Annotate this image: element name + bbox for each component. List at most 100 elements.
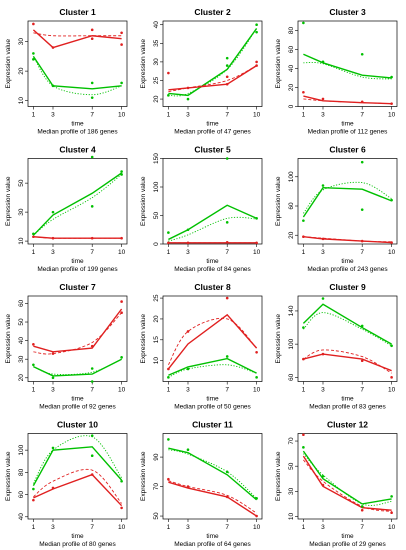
data-point-red	[390, 511, 393, 515]
smooth-curve-green	[33, 174, 122, 236]
y-axis-label: Expression value	[5, 314, 12, 364]
y-axis-label: Expression value	[140, 314, 147, 364]
y-tick-label: 10	[18, 97, 25, 105]
y-tick-label: 140	[288, 305, 295, 316]
panel-title: Cluster 2	[194, 7, 231, 17]
data-point-green	[321, 184, 325, 187]
data-point-green	[90, 155, 94, 159]
x-axis-label: time	[71, 396, 84, 403]
y-tick-label: 80	[18, 468, 25, 476]
panel-title: Cluster 6	[329, 145, 366, 155]
median-line-red	[167, 313, 258, 370]
data-point-red	[167, 477, 170, 481]
data-point-green	[302, 446, 305, 449]
y-tick-label: 30	[153, 58, 160, 66]
smooth-curve-green	[303, 61, 392, 80]
y-tick-label: 70	[153, 483, 160, 491]
panel-title: Cluster 4	[59, 145, 96, 155]
data-point-red	[321, 352, 325, 356]
y-tick-label: 0	[288, 104, 295, 108]
data-point-green	[167, 376, 170, 379]
data-point-red	[225, 495, 229, 499]
data-point-red	[51, 46, 55, 49]
median-line-red	[303, 95, 392, 105]
y-tick-label: 50	[18, 179, 25, 187]
data-point-green	[90, 81, 94, 85]
median-line-green	[168, 447, 258, 501]
median-line-red	[302, 455, 392, 511]
y-tick-label: 60	[288, 46, 295, 54]
x-tick-label: 10	[118, 387, 126, 394]
data-point-green	[167, 438, 170, 441]
y-tick-label: 10	[18, 237, 25, 245]
x-tick-label: 7	[225, 524, 229, 531]
panel-subtitle: Median profile of 199 genes	[37, 266, 118, 273]
data-point-red	[225, 240, 229, 244]
data-point-green	[167, 94, 170, 97]
data-point-red	[90, 37, 94, 40]
y-tick-label: 100	[18, 444, 25, 455]
x-tick-label: 1	[32, 524, 36, 531]
y-tick-label: 30	[288, 487, 295, 495]
smooth-curve-green	[168, 364, 257, 378]
x-tick-label: 7	[90, 387, 94, 394]
y-tick-label: 70	[288, 437, 295, 445]
y-tick-label: 40	[288, 65, 295, 73]
panel-title: Cluster 12	[327, 420, 368, 430]
x-axis-label: time	[71, 258, 84, 265]
data-point-red	[120, 506, 123, 510]
data-point-red	[120, 300, 123, 303]
smooth-curve-red	[167, 317, 257, 366]
median-line-green	[168, 357, 257, 376]
y-tick-label: 90	[153, 453, 160, 461]
data-point-red	[390, 241, 393, 244]
data-point-red	[51, 352, 55, 355]
data-point-red	[255, 64, 258, 67]
x-tick-label: 10	[118, 524, 126, 531]
panel-subtitle: Median profile of 64 genes	[174, 541, 251, 548]
data-point-green	[390, 344, 393, 348]
data-point-red	[390, 102, 393, 105]
x-tick-label: 10	[388, 524, 396, 531]
data-point-green	[255, 23, 258, 27]
data-point-red	[225, 75, 229, 79]
y-tick-label: 35	[153, 39, 160, 47]
panel-title: Cluster 1	[59, 7, 96, 17]
y-axis-label: Expression value	[140, 451, 147, 501]
y-tick-label: 100	[153, 181, 160, 192]
smooth-curve-red	[33, 32, 122, 37]
data-point-green	[360, 208, 364, 211]
median-line-red	[303, 353, 392, 372]
data-point-red	[321, 97, 325, 101]
x-tick-label: 1	[302, 112, 306, 119]
panel-subtitle: Median profile of 84 genes	[174, 266, 251, 273]
data-point-red	[360, 359, 364, 363]
x-tick-label: 3	[321, 112, 325, 119]
data-point-green	[225, 64, 229, 67]
median-line-red	[168, 65, 257, 91]
plot-frame	[162, 158, 263, 245]
smooth-curve-red	[33, 468, 122, 504]
data-point-green	[390, 198, 393, 202]
data-point-green	[51, 376, 55, 380]
x-tick-label: 1	[302, 249, 306, 256]
x-tick-label: 10	[253, 524, 261, 531]
y-axis-label: Expression value	[5, 451, 12, 501]
smooth-curve-red	[303, 236, 392, 243]
y-axis-label: Expression value	[275, 314, 282, 364]
data-point-green	[167, 231, 170, 234]
y-tick-label: 40	[18, 513, 25, 521]
data-point-red	[32, 343, 35, 346]
smooth-curve-green	[303, 181, 392, 214]
median-line-red	[168, 481, 257, 517]
plot-frame	[297, 295, 398, 382]
x-tick-label: 1	[32, 112, 36, 119]
x-tick-label: 3	[51, 387, 55, 394]
x-tick-label: 10	[253, 387, 261, 394]
y-tick-label: 20	[288, 84, 295, 92]
x-tick-label: 7	[225, 249, 229, 256]
y-tick-label: 30	[18, 38, 25, 46]
data-point-red	[90, 473, 94, 476]
